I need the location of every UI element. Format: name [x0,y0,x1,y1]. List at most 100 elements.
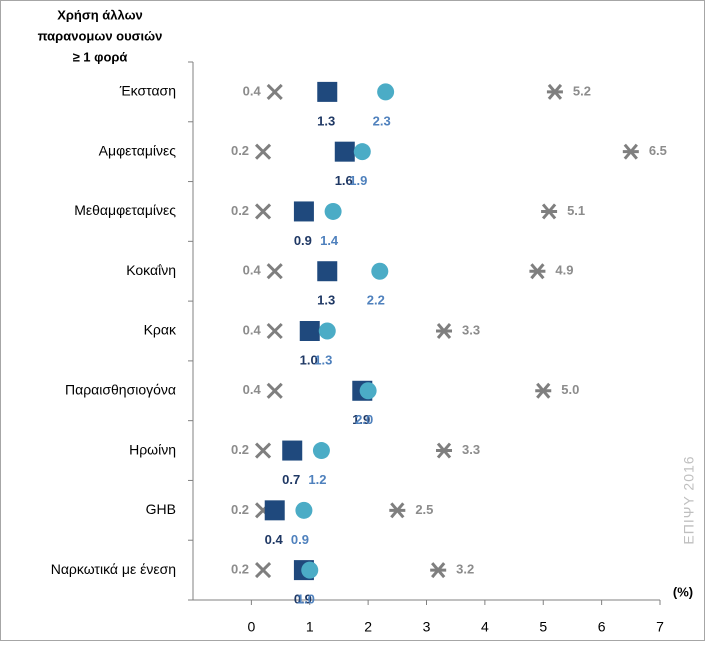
data-label: 0.4 [243,263,262,278]
star-marker [436,323,453,339]
star-marker [541,203,558,220]
category-label: Ναρκωτικά με ένεση [51,561,176,577]
circle [371,262,389,280]
data-label: 0.4 [265,532,284,547]
star-marker [546,83,563,100]
square-marker [317,261,338,282]
category-label: Κρακ [144,322,177,338]
category-label: Κοκαΐνη [126,262,176,278]
data-label: 2.0 [355,412,373,427]
x-marker [266,382,283,399]
data-label: 5.2 [573,83,591,98]
x-stroke [254,143,272,160]
square [334,141,355,162]
circle-marker [377,83,395,101]
circle-marker [353,143,371,161]
x-marker [266,263,283,280]
circle-marker [301,561,319,579]
x-marker [254,203,272,220]
x-tick-label: 5 [539,619,547,635]
category-label: Παραισθησιογόνα [65,381,176,397]
circle-marker [324,202,342,220]
circle [377,83,395,101]
x-stroke [254,203,272,220]
data-label: 0.2 [231,442,249,457]
square-marker [317,81,338,102]
star-marker [389,502,406,519]
data-label: 5.0 [561,382,579,397]
data-label: 0.7 [282,472,300,487]
x-marker [254,143,272,160]
data-label: 0.9 [291,532,309,547]
x-stroke [266,263,283,280]
circle-marker [318,322,336,340]
square [264,500,285,521]
x-tick-label: 4 [481,619,489,635]
data-label: 1.0 [300,352,318,367]
data-label: 3.3 [462,322,480,337]
data-label: 0.2 [231,502,249,517]
data-label: 1.9 [349,173,367,188]
data-label: 1.3 [317,293,335,308]
x-tick-label: 1 [306,619,314,635]
circle [318,322,336,340]
data-label: 0.4 [243,322,262,337]
data-label: 0.4 [243,382,262,397]
data-label: 1.3 [314,352,332,367]
circle [295,501,313,519]
star-marker [430,562,447,579]
x-stroke [254,562,272,579]
x-tick-label: 3 [423,619,431,635]
watermark: ΕΠΙΨΥ 2016 [681,455,697,544]
square-marker [282,440,303,461]
x-tick-label: 7 [656,619,664,635]
x-marker [254,562,272,579]
chart-title: ≥ 1 φορά [73,49,128,64]
category-label: Μεθαμφεταμίνες [74,202,176,218]
circle [359,382,377,400]
x-stroke [266,382,283,399]
data-label: 0.2 [231,203,249,218]
x-stroke [266,322,283,340]
star-marker [622,143,639,160]
data-label: 1.2 [308,472,326,487]
x-marker [266,322,283,340]
x-marker [266,83,283,100]
star-marker [535,382,552,399]
category-label: Ηρωίνη [129,441,176,457]
category-label: GHB [146,501,176,517]
category-label: Έκσταση [119,83,176,99]
square-marker [264,500,285,521]
data-label: 3.2 [456,562,474,577]
category-label: Αμφεταμίνες [99,142,177,158]
star-marker [436,442,453,459]
square [317,261,338,282]
data-label: 6.5 [649,143,667,158]
square [293,201,314,222]
data-label: 2.5 [415,502,433,517]
circle [324,202,342,220]
circle [312,442,330,460]
circle [353,143,371,161]
x-unit: (%) [673,584,693,599]
circle-marker [359,382,377,400]
data-label: 2.2 [367,293,385,308]
circle-marker [295,501,313,519]
x-tick-label: 2 [364,619,372,635]
chart-title: παρανομων ουσιών [38,28,163,43]
x-stroke [266,83,283,100]
square [299,321,320,341]
data-label: 0.2 [231,143,249,158]
x-stroke [254,442,272,459]
data-label: 0.4 [243,83,262,98]
data-label: 1.3 [317,113,335,128]
square [317,81,338,102]
data-label: 4.9 [555,263,573,278]
data-label: 2.3 [373,113,391,128]
data-label: 0.9 [294,233,312,248]
circle-marker [312,442,330,460]
data-label: 1.0 [297,592,315,607]
data-label: 1.4 [320,233,339,248]
